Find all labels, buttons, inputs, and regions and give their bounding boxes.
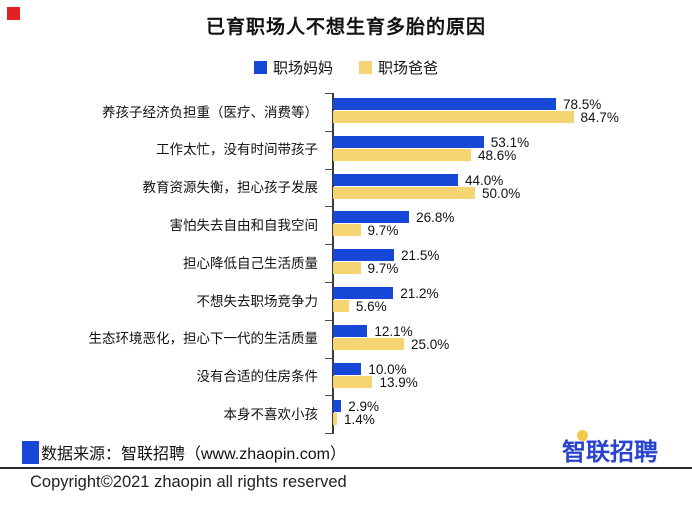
- chart-row: 养孩子经济负担重（医疗、消费等） 78.5% 84.7%: [0, 93, 692, 131]
- bar-moms: [333, 98, 556, 110]
- category-label: 工作太忙，没有时间带孩子: [156, 142, 318, 158]
- bar-moms: [333, 211, 410, 224]
- axis-tick: [325, 282, 333, 283]
- chart-row: 工作太忙，没有时间带孩子 53.1% 48.6%: [0, 131, 692, 169]
- chart-row: 本身不喜欢小孩 2.9% 1.4%: [0, 395, 692, 433]
- value-label-moms: 44.0%: [464, 172, 504, 188]
- legend: 职场妈妈 职场爸爸: [0, 57, 692, 78]
- bar-moms: [333, 249, 395, 262]
- footer-divider: [0, 467, 692, 469]
- bar-moms: [333, 173, 458, 186]
- value-label-moms: 78.5%: [562, 97, 602, 112]
- value-label-moms: 12.1%: [374, 323, 413, 339]
- value-label-dads: 9.7%: [367, 261, 399, 277]
- value-label-moms: 10.0%: [368, 361, 407, 377]
- page-title: 已育职场人不想生育多胎的原因: [205, 17, 486, 38]
- legend-swatch-moms: [253, 61, 267, 74]
- bar-dads: [333, 148, 472, 161]
- axis-tick: [325, 433, 333, 434]
- chart-row: 生态环境恶化，担心下一代的生活质量 12.1% 25.0%: [0, 320, 692, 358]
- value-label-dads: 50.0%: [482, 185, 521, 201]
- axis-tick: [325, 93, 333, 94]
- bar-dads: [333, 224, 361, 237]
- category-label: 害怕失去自由和自我空间: [169, 217, 319, 233]
- category-label: 养孩子经济负担重（医疗、消费等）: [102, 104, 318, 120]
- value-label-moms: 2.9%: [348, 399, 380, 415]
- logo-dot-icon: [577, 430, 588, 441]
- chart-row: 担心降低自己生活质量 21.5% 9.7%: [0, 244, 692, 282]
- logo-text: 智联招聘: [562, 439, 658, 466]
- value-label-dads: 25.0%: [411, 336, 450, 352]
- category-label: 担心降低自己生活质量: [183, 255, 318, 271]
- bar-moms: [333, 362, 362, 375]
- data-source: 数据来源：智联招聘（www.zhaopin.com）: [22, 440, 346, 464]
- zhaopin-logo: 智联招聘: [562, 430, 658, 467]
- bar-dads: [333, 375, 373, 388]
- category-label: 教育资源失衡，担心孩子发展: [142, 180, 319, 196]
- axis-tick: [325, 206, 333, 208]
- chart-row: 教育资源失衡，担心孩子发展 44.0% 50.0%: [0, 169, 692, 207]
- axis-tick: [325, 168, 333, 170]
- chart-row: 不想失去职场竞争力 21.2% 5.6%: [0, 282, 692, 320]
- axis-tick: [325, 244, 333, 246]
- legend-item-moms: 职场妈妈: [253, 57, 333, 78]
- bar-moms: [333, 400, 342, 413]
- category-label: 本身不喜欢小孩: [223, 406, 319, 422]
- value-label-dads: 9.7%: [367, 223, 399, 239]
- bar-dads: [333, 300, 349, 312]
- legend-label-moms: 职场妈妈: [272, 60, 333, 77]
- legend-item-dads: 职场爸爸: [359, 57, 438, 78]
- chart-row: 没有合适的住房条件 10.0% 13.9%: [0, 358, 692, 396]
- bar-dads: [333, 111, 574, 123]
- category-label: 不想失去职场竞争力: [196, 293, 319, 309]
- category-label: 没有合适的住房条件: [196, 369, 319, 385]
- axis-tick: [325, 395, 333, 397]
- bar-moms: [333, 287, 394, 299]
- source-text: 数据来源：智联招聘（www.zhaopin.com）: [41, 446, 346, 463]
- bar-dads: [333, 413, 337, 426]
- source-square-icon: [22, 440, 39, 464]
- bar-moms: [333, 324, 368, 337]
- category-label: 生态环境恶化，担心下一代的生活质量: [88, 331, 319, 347]
- value-label-moms: 26.8%: [416, 210, 455, 226]
- bar-dads: [333, 262, 361, 275]
- value-label-dads: 13.9%: [379, 374, 418, 390]
- value-label-moms: 21.2%: [400, 286, 439, 301]
- red-square-decoration: [7, 7, 20, 20]
- bar-dads: [333, 186, 475, 199]
- axis-tick: [325, 130, 333, 132]
- legend-swatch-dads: [359, 61, 372, 74]
- value-label-dads: 48.6%: [478, 147, 517, 163]
- value-label-dads: 84.7%: [580, 110, 619, 125]
- value-label-dads: 5.6%: [355, 299, 387, 314]
- chart-row: 害怕失去自由和自我空间 26.8% 9.7%: [0, 206, 692, 244]
- axis-tick: [325, 357, 333, 359]
- axis-tick: [325, 319, 333, 321]
- value-label-dads: 1.4%: [343, 412, 375, 428]
- legend-label-dads: 职场爸爸: [378, 60, 439, 77]
- value-label-moms: 21.5%: [401, 248, 440, 264]
- bar-moms: [333, 135, 484, 148]
- bar-dads: [333, 337, 404, 350]
- value-label-moms: 53.1%: [490, 134, 530, 150]
- copyright-text: Copyright©2021 zhaopin all rights reserv…: [30, 473, 347, 491]
- bar-chart: 养孩子经济负担重（医疗、消费等） 78.5% 84.7% 工作太忙，没有时间带孩子 53…: [0, 93, 692, 434]
